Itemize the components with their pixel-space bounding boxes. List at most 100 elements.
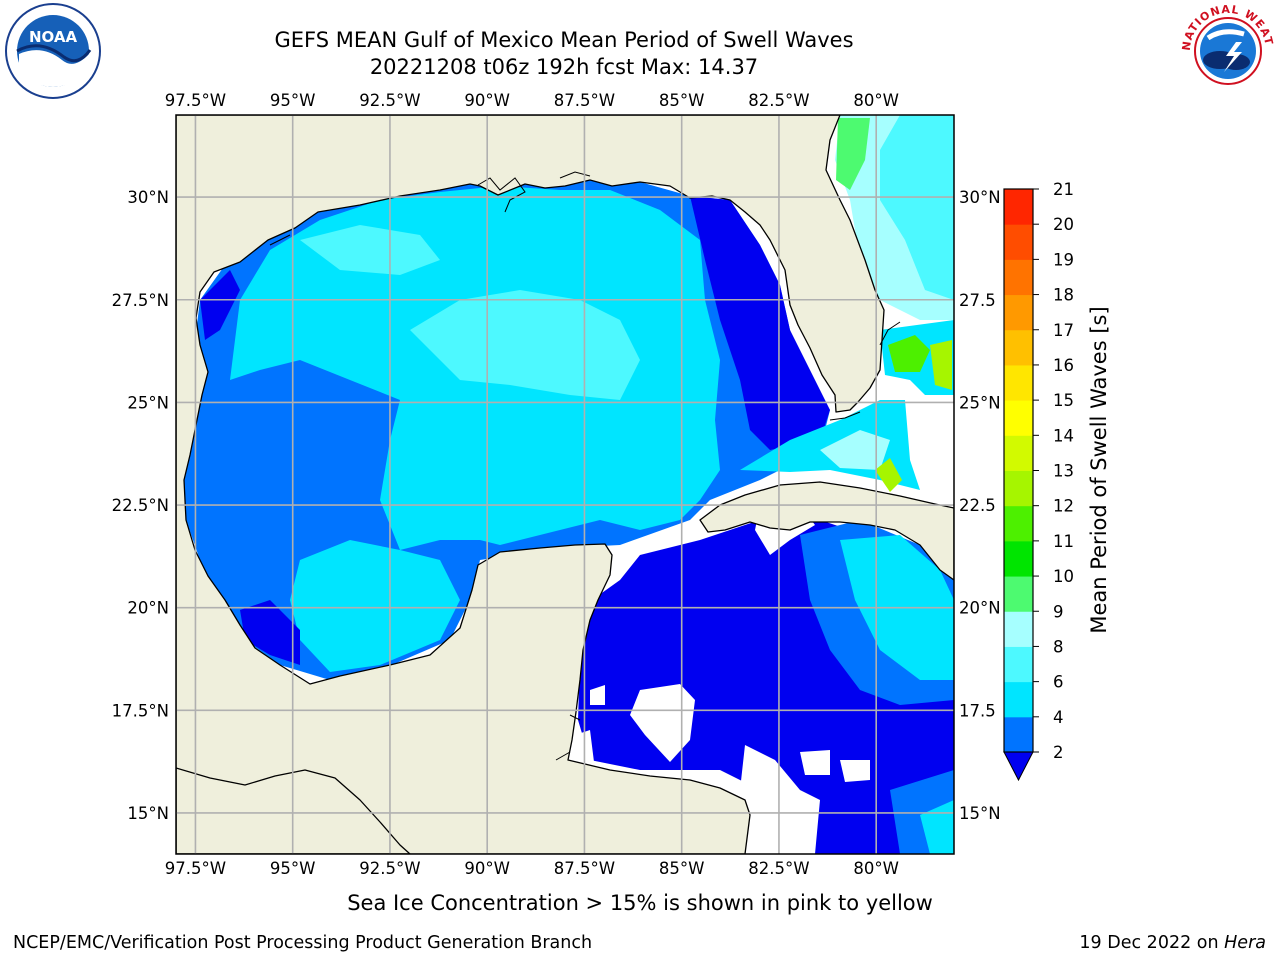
lat-tick-label-left: 30°N: [127, 188, 169, 207]
chart-title: GEFS MEAN Gulf of Mexico Mean Period of …: [274, 28, 854, 52]
lon-tick-label-top: 87.5°W: [554, 91, 615, 110]
colorbar-tick-label: 13: [1053, 462, 1074, 481]
lat-tick-label-left: 25°N: [127, 393, 169, 412]
colorbar-tick-label: 15: [1053, 391, 1074, 410]
colorbar-tick-label: 12: [1053, 497, 1074, 516]
lat-tick-label-right: 27.5: [959, 291, 996, 310]
colorbar-tick-label: 20: [1053, 215, 1074, 234]
cuba-land: [699, 481, 954, 581]
map-frame: [175, 114, 955, 855]
colorbar-segment: [1004, 611, 1033, 647]
lat-tick-label-right: 20°N: [959, 599, 1001, 618]
colorbar-segment: [1004, 364, 1033, 401]
colorbar-segment: [1004, 329, 1033, 366]
bahamas-nodata: [925, 395, 954, 500]
colorbar-label: Mean Period of Swell Waves [s]: [1087, 306, 1111, 633]
colorbar-tick-label: 2: [1053, 743, 1064, 762]
colorbar-segment: [1004, 224, 1033, 260]
latitude-labels-left: 30°N 27.5°N 25°N 22.5°N 20°N 17.5°N 15°N: [112, 188, 169, 823]
land-masses: [176, 115, 954, 854]
colorbar-tick-label: 21: [1053, 180, 1074, 199]
colorbar-tick-label: 16: [1053, 356, 1074, 375]
caribbean-nodata-5: [590, 685, 605, 705]
lon-tick-label-top: 90°W: [464, 91, 510, 110]
lon-tick-label-bottom: 85°W: [659, 859, 705, 878]
map-grid: [176, 115, 954, 854]
footer-host: Hera: [1224, 933, 1266, 953]
lon-tick-label-bottom: 80°W: [853, 859, 899, 878]
footer-credit: NCEP/EMC/Verification Post Processing Pr…: [13, 933, 593, 953]
colorbar-segment: [1004, 189, 1033, 225]
colorbar: [1003, 188, 1034, 782]
lat-tick-label-right: 22.5: [959, 496, 996, 515]
lon-tick-label-bottom: 92.5°W: [359, 859, 420, 878]
lat-tick-label-right: 30°N: [959, 188, 1001, 207]
north-america-land: [176, 115, 885, 854]
colorbar-tick-labels: 21 20 19 18 17 16 15 14 13 12 11 10 9 8 6 4 2: [1033, 180, 1074, 762]
caribbean-nodata-2: [740, 745, 820, 854]
caribbean-nodata-4: [840, 760, 870, 782]
colorbar-tick-label: 10: [1053, 567, 1074, 586]
lon-tick-label-bottom: 87.5°W: [554, 859, 615, 878]
straits-swell-12-13s: [875, 458, 902, 492]
straits-swell-8-9s: [820, 430, 890, 470]
atlantic-swell-12-13s: [930, 340, 952, 390]
colorbar-segment: [1004, 716, 1033, 753]
colorbar-tick-label: 18: [1053, 286, 1074, 305]
lon-tick-label-top: 92.5°W: [359, 91, 420, 110]
lon-tick-label-top: 95°W: [270, 91, 316, 110]
lon-tick-label-top: 97.5°W: [165, 91, 226, 110]
lat-tick-label-right: 17.5: [959, 701, 996, 720]
noaa-logo-icon: NOAA: [5, 3, 101, 99]
caribbean-nodata-3: [800, 750, 830, 775]
lon-tick-label-bottom: 95°W: [270, 859, 316, 878]
colorbar-tick-label: 4: [1053, 708, 1064, 727]
colorbar-tick-label: 8: [1053, 637, 1064, 656]
gulf-swell-under-2s-east: [690, 196, 830, 450]
central-america-land: [176, 767, 411, 854]
colorbar-segment: [1004, 646, 1033, 683]
colorbar-segment: [1004, 259, 1033, 296]
gulf-swell-6-8s-b: [300, 225, 440, 275]
gulf-swell-6-8s: [410, 290, 640, 400]
longitude-labels-top: 97.5°W 95°W 92.5°W 90°W 87.5°W 85°W 82.5°W 80°W: [165, 91, 899, 110]
colorbar-segment: [1004, 470, 1033, 507]
colorbar-tick-label: 6: [1053, 673, 1064, 692]
gulf-swell-under-2s-sw: [240, 600, 300, 665]
colorbar-tick-label: 19: [1053, 250, 1074, 269]
nws-logo-icon: NATIONAL WEATHER SERVICE: [1178, 2, 1275, 97]
noaa-logo-text: NOAA: [29, 28, 78, 46]
lat-tick-label-left: 20°N: [127, 599, 169, 618]
lat-tick-label-left: 22.5°N: [112, 496, 169, 515]
colorbar-segment: [1004, 576, 1033, 612]
lat-tick-label-left: 27.5°N: [112, 291, 169, 310]
colorbar-segment: [1004, 435, 1033, 471]
colorbar-tick-label: 11: [1053, 532, 1074, 551]
colorbar-segment: [1004, 540, 1033, 577]
lon-tick-label-top: 80°W: [853, 91, 899, 110]
colorbar-tick-label: 14: [1053, 426, 1074, 445]
latitude-labels-right: 30°N 27.5 25°N 22.5 20°N 17.5 15°N: [959, 188, 1001, 823]
coastline-details: [269, 171, 901, 761]
caribbean-nodata-1: [630, 684, 695, 762]
sea-ice-caption: Sea Ice Concentration > 15% is shown in …: [347, 891, 933, 915]
lat-tick-label-right: 25°N: [959, 393, 1001, 412]
colorbar-tick-label: 17: [1053, 321, 1074, 340]
colorbar-tick-label: 9: [1053, 602, 1064, 621]
lon-tick-label-bottom: 97.5°W: [165, 859, 226, 878]
lat-tick-label-left: 15°N: [127, 804, 169, 823]
lat-tick-label-right: 15°N: [959, 804, 1001, 823]
colorbar-segment: [1004, 294, 1033, 331]
colorbar-segment: [1004, 400, 1033, 436]
lon-tick-label-bottom: 90°W: [464, 859, 510, 878]
chart-subtitle: 20221208 t06z 192h fcst Max: 14.37: [369, 55, 759, 79]
footer-date-text: 19 Dec 2022 on: [1079, 933, 1225, 953]
lon-tick-label-bottom: 82.5°W: [748, 859, 809, 878]
longitude-labels-bottom: 97.5°W 95°W 92.5°W 90°W 87.5°W 85°W 82.5°W 80°W: [165, 859, 899, 878]
lat-tick-label-left: 17.5°N: [112, 701, 169, 720]
gulf-swell-under-2s-west: [200, 270, 240, 340]
atlantic-swell-9-10s: [836, 118, 870, 190]
colorbar-segment: [1004, 681, 1033, 718]
footer-date: 19 Dec 2022 on Hera: [1079, 933, 1266, 953]
colorbar-under-arrow: [1003, 751, 1034, 782]
